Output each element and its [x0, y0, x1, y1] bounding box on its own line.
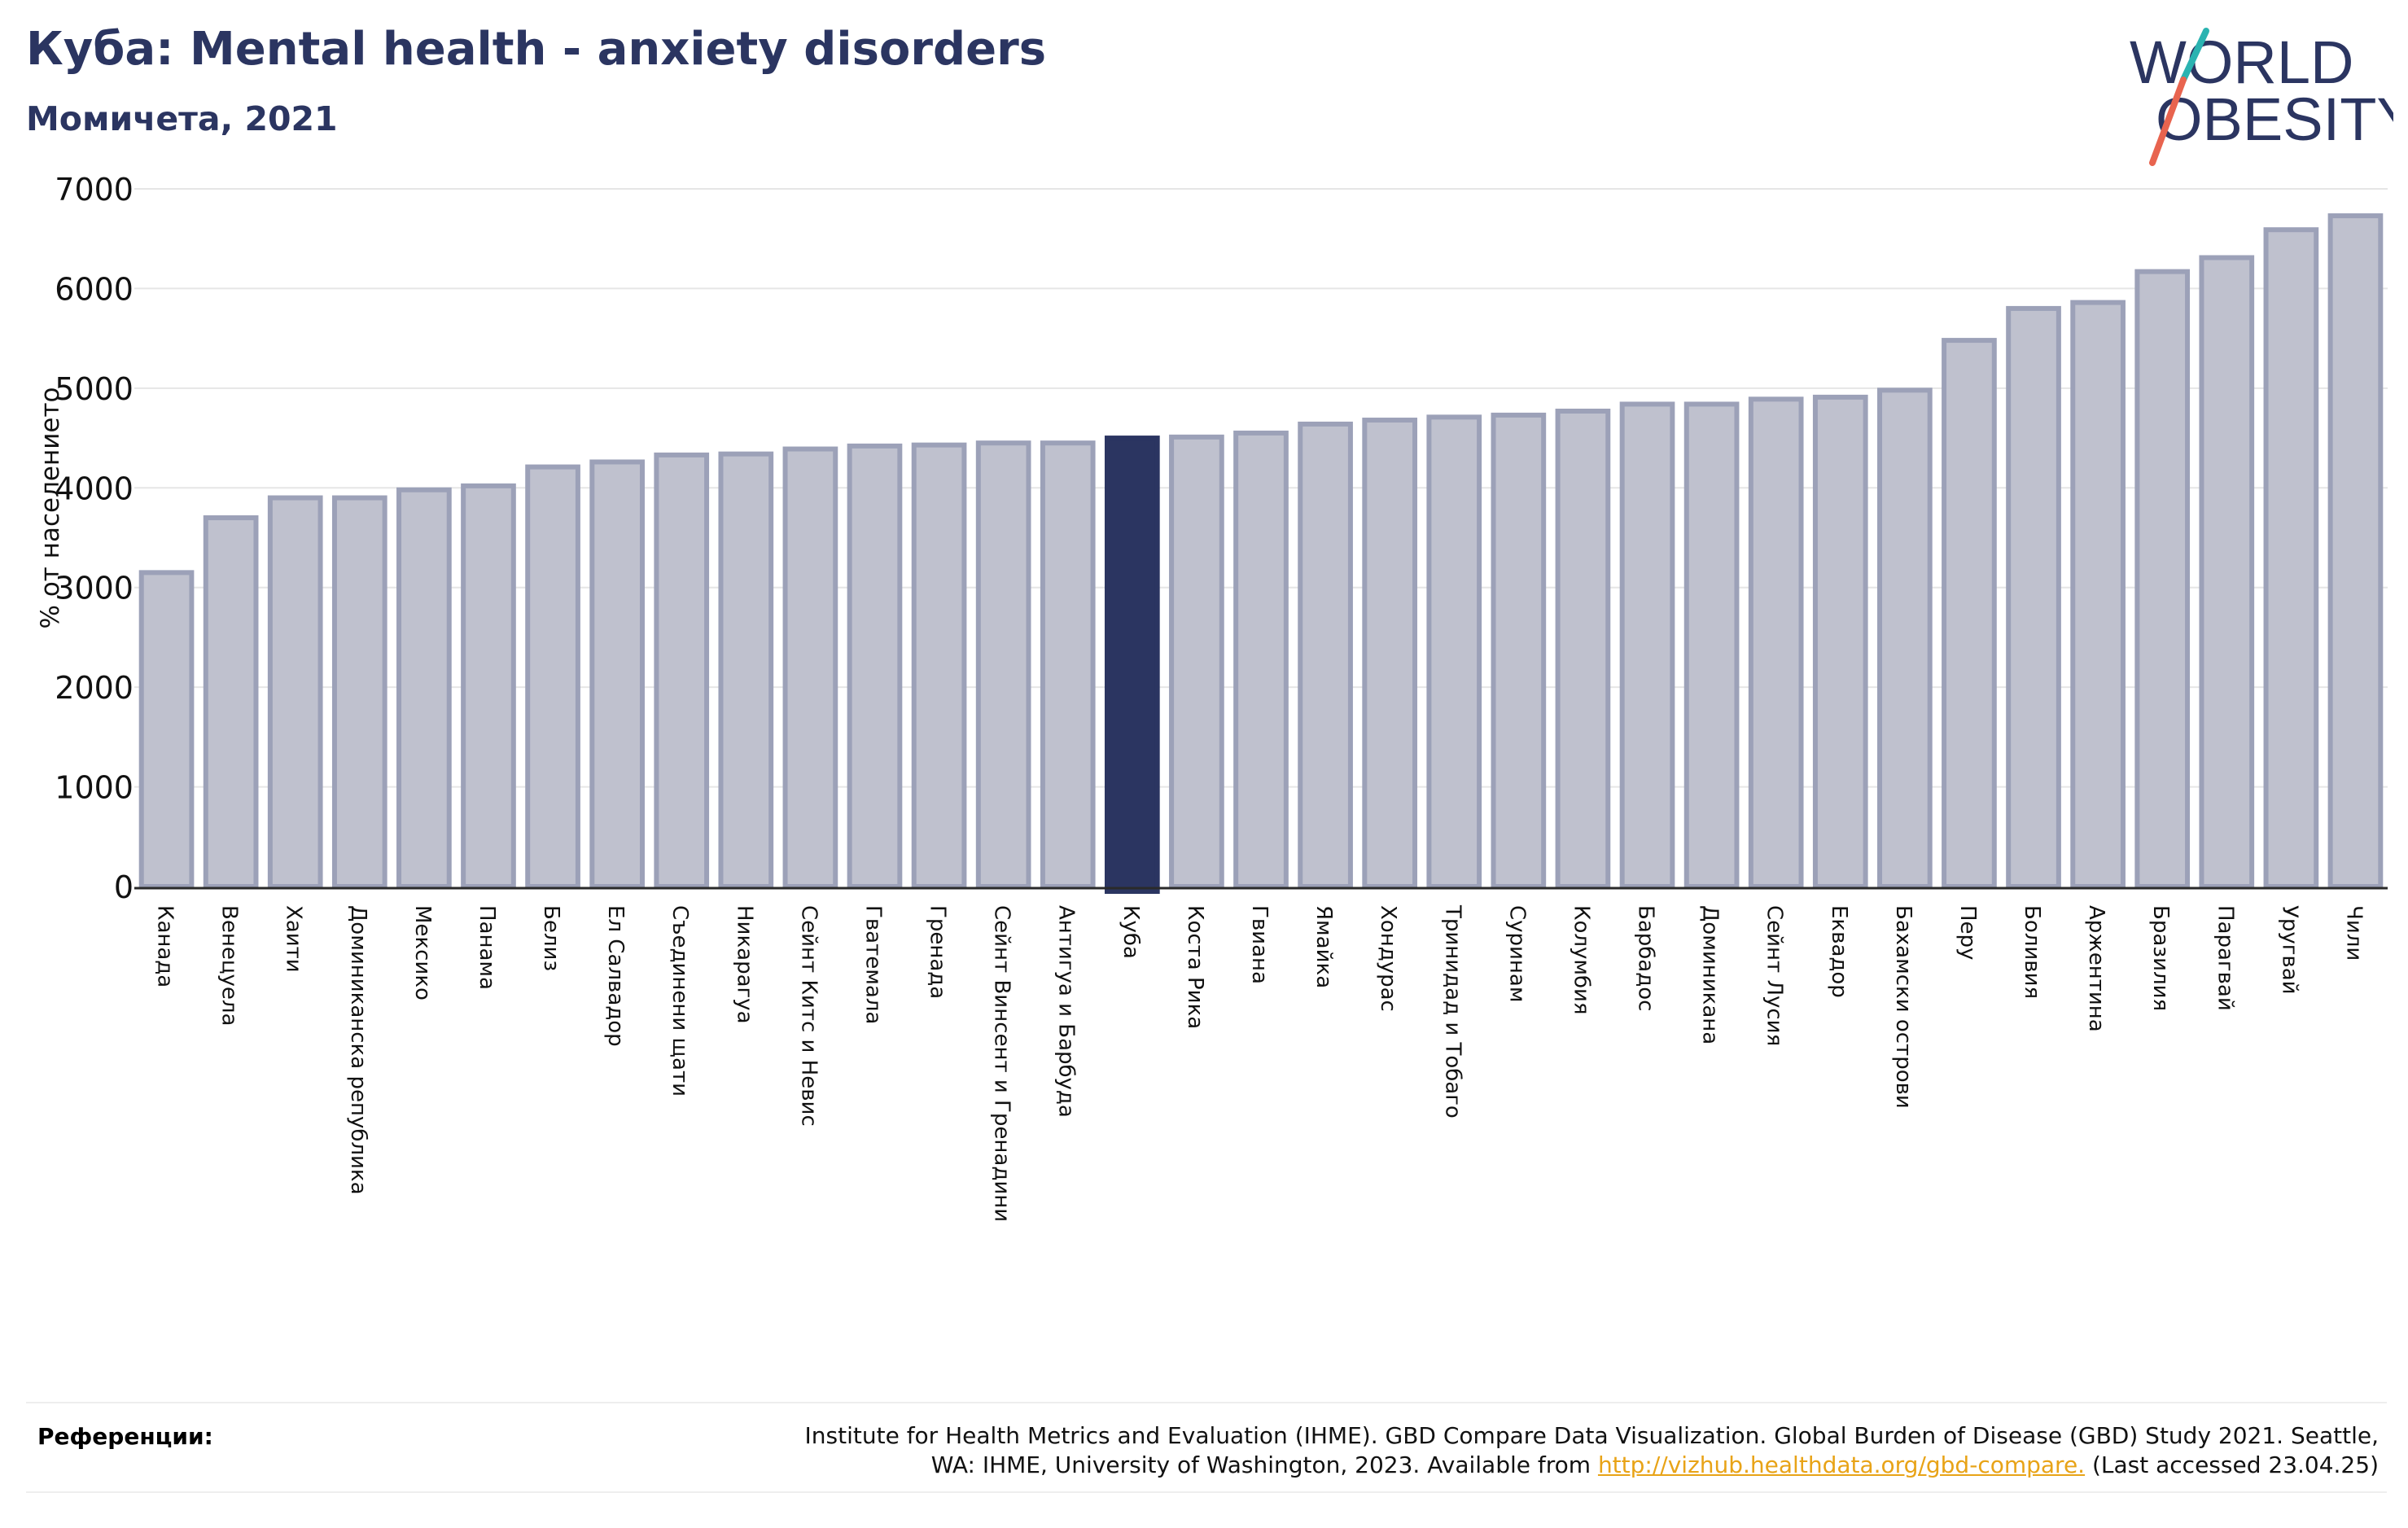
bar-5	[396, 487, 452, 890]
bar-30	[2006, 305, 2061, 889]
bar-32	[2134, 269, 2191, 889]
x-tick-label: Венецуела	[217, 905, 242, 1026]
logo-slash-bottom	[2149, 77, 2187, 166]
x-tick-label: Уругвай	[2277, 905, 2301, 995]
x-tick-label: Сейнт Лусия	[1762, 905, 1787, 1046]
bar-7	[525, 464, 580, 889]
bar-11	[782, 446, 838, 889]
x-tick-label: Антигуа и Барбуда	[1054, 905, 1079, 1118]
x-tick-label: Перу	[1955, 905, 1980, 960]
bar-8	[589, 459, 645, 889]
bar-25	[1683, 401, 1740, 889]
bar-2	[203, 515, 259, 889]
x-tick-label: Съединени щати	[668, 905, 692, 1097]
y-tick-label: 3000	[55, 571, 134, 606]
page-title: Куба: Mental health - anxiety disorders	[26, 23, 1047, 76]
x-tick-label: Панама	[475, 905, 499, 990]
x-tick-label: Бахамски острови	[1891, 905, 1915, 1109]
bar-14	[975, 440, 1031, 889]
x-tick-label: Сейнт Винсент и Гренадини	[990, 905, 1014, 1222]
logo-slash-top	[2180, 28, 2209, 83]
bar-15	[1040, 440, 1096, 889]
x-tick-label: Хондурас	[1376, 905, 1400, 1012]
bar-21	[1426, 414, 1482, 889]
bar-33	[2199, 255, 2255, 889]
y-tick-label: 1000	[55, 770, 134, 806]
x-tick-label: Доминикана	[1698, 905, 1723, 1044]
x-tick-label: Хаити	[282, 905, 306, 973]
x-tick-label: Канада	[153, 905, 177, 987]
x-tick-labels: Канада Венецуела Хаити Доминиканска републи…	[153, 904, 2366, 1222]
x-tick-label: Гренада	[926, 905, 950, 999]
bar-chart: 0 1000 2000 3000 4000 5000 6000 7000 Канада Вене…	[36, 172, 2388, 1222]
x-tick-label: Колумбия	[1569, 905, 1593, 1015]
y-tick-label: 0	[114, 869, 134, 905]
bar-35	[2327, 213, 2384, 889]
bar-17	[1169, 434, 1224, 889]
x-tick-label: Гватемала	[860, 905, 885, 1024]
bar-28	[1877, 387, 1933, 889]
logo-word-obesity: OBESITY	[2156, 85, 2393, 153]
references-line1: Institute for Health Metrics and Evaluat…	[804, 1422, 2379, 1449]
y-tick-label: 6000	[55, 271, 134, 307]
bar-19	[1298, 421, 1353, 889]
x-tick-label: Суринам	[1504, 905, 1529, 1003]
x-tick-label: Барбадос	[1634, 905, 1658, 1011]
bar-18	[1233, 430, 1289, 889]
bars	[138, 213, 2384, 894]
x-tick-label: Мексико	[410, 905, 435, 1000]
bar-9	[654, 452, 710, 889]
bar-4	[331, 495, 387, 889]
y-tick-label: 5000	[55, 371, 134, 407]
x-tick-label: Ямайка	[1311, 905, 1336, 988]
y-tick-labels: 0 1000 2000 3000 4000 5000 6000 7000	[55, 172, 134, 905]
y-axis-label: % от населението	[36, 387, 65, 629]
bar-13	[911, 442, 967, 889]
references-text: Institute for Health Metrics and Evaluat…	[620, 1421, 2379, 1480]
x-tick-label: Куба	[1119, 905, 1143, 959]
x-tick-label: Аржентина	[2084, 905, 2108, 1032]
references-section: Референции: Institute for Health Metrics…	[26, 1402, 2387, 1493]
bar-12	[847, 443, 903, 889]
y-tick-label: 7000	[55, 172, 134, 208]
bar-16	[1104, 436, 1160, 894]
x-tick-label: Сейнт Китс и Невис	[796, 905, 821, 1127]
x-tick-label: Доминиканска република	[346, 905, 370, 1195]
bar-24	[1619, 401, 1675, 889]
x-tick-label: Коста Рика	[1183, 905, 1207, 1029]
bar-6	[461, 483, 516, 890]
x-tick-label: Никарагуа	[732, 905, 756, 1024]
y-tick-label: 4000	[55, 471, 134, 506]
bar-29	[1942, 338, 1997, 889]
x-tick-label: Ел Салвадор	[603, 905, 628, 1047]
logo-word-world: WORLD	[2130, 28, 2353, 96]
x-tick-label: Гвиана	[1247, 905, 1272, 984]
bar-22	[1491, 412, 1547, 890]
x-tick-label: Еквадор	[1827, 905, 1851, 998]
references-link[interactable]: http://vizhub.healthdata.org/gbd-compare…	[1597, 1451, 2086, 1478]
bar-10	[718, 451, 774, 889]
bar-26	[1748, 396, 1804, 889]
bar-23	[1555, 409, 1611, 890]
x-tick-label: Белиз	[539, 905, 563, 971]
bar-31	[2070, 300, 2126, 890]
references-line2-suffix: (Last accessed 23.04.25)	[2085, 1451, 2379, 1478]
x-tick-label: Тринидад и Тобаго	[1440, 904, 1465, 1119]
bar-20	[1362, 418, 1418, 889]
world-obesity-logo: WORLD OBESITY	[2130, 28, 2393, 166]
bar-34	[2263, 227, 2319, 889]
bar-3	[267, 495, 323, 889]
references-label: Референции:	[37, 1423, 213, 1450]
bar-27	[1812, 394, 1868, 889]
x-tick-label: Боливия	[2020, 905, 2044, 999]
references-line2-prefix: WA: IHME, University of Washington, 2023…	[930, 1451, 1598, 1478]
page-subtitle: Момичета, 2021	[26, 99, 338, 138]
x-tick-label: Парагвай	[2213, 905, 2237, 1011]
y-tick-label: 2000	[55, 670, 134, 706]
bar-1	[138, 570, 195, 889]
x-tick-label: Бразилия	[2148, 905, 2173, 1011]
x-tick-label: Чили	[2341, 905, 2366, 961]
